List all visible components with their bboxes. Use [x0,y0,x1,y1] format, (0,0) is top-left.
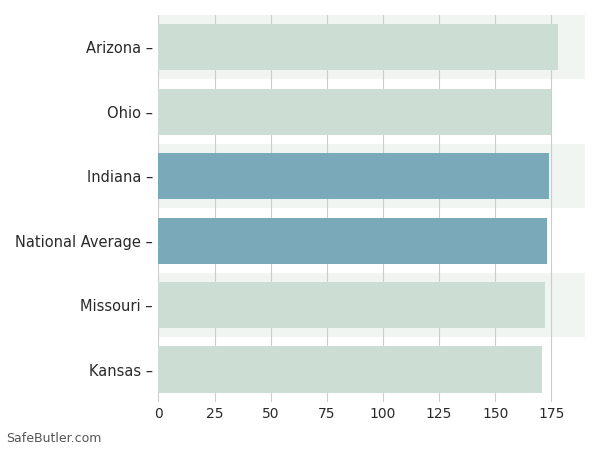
Bar [158,273,585,338]
Bar [158,346,542,393]
Bar [158,208,585,273]
Bar [158,338,585,402]
Bar [158,144,585,208]
Bar [158,89,551,135]
Bar [158,282,545,328]
Bar [158,80,585,144]
Bar [158,15,585,80]
Text: SafeButler.com: SafeButler.com [6,432,101,446]
Bar [158,24,558,71]
Bar [158,217,547,264]
Bar [158,153,549,199]
